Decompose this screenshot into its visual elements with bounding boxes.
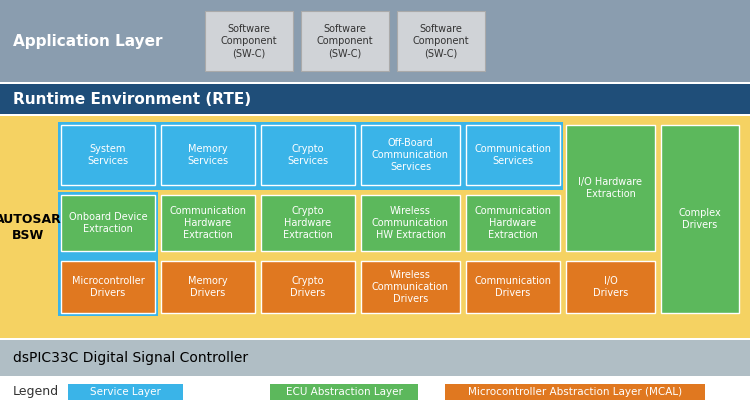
- FancyBboxPatch shape: [261, 195, 355, 251]
- Text: Off-Board
Communication
Services: Off-Board Communication Services: [372, 138, 449, 172]
- FancyBboxPatch shape: [61, 125, 155, 185]
- Text: Onboard Device
Extraction: Onboard Device Extraction: [69, 212, 147, 234]
- Text: Memory
Drivers: Memory Drivers: [188, 276, 228, 298]
- FancyBboxPatch shape: [445, 384, 705, 400]
- FancyBboxPatch shape: [68, 384, 183, 400]
- FancyBboxPatch shape: [566, 125, 655, 251]
- Text: Software
Component
(SW-C): Software Component (SW-C): [316, 24, 374, 58]
- Text: Microcontroller Abstraction Layer (MCAL): Microcontroller Abstraction Layer (MCAL): [468, 387, 682, 397]
- FancyBboxPatch shape: [58, 122, 563, 190]
- Text: Communication
Drivers: Communication Drivers: [475, 276, 551, 298]
- Text: I/O
Drivers: I/O Drivers: [592, 276, 628, 298]
- FancyBboxPatch shape: [361, 125, 460, 185]
- FancyBboxPatch shape: [0, 116, 750, 338]
- Text: Software
Component
(SW-C): Software Component (SW-C): [220, 24, 278, 58]
- Text: System
Services: System Services: [88, 144, 128, 166]
- Text: Communication
Hardware
Extraction: Communication Hardware Extraction: [475, 206, 551, 240]
- FancyBboxPatch shape: [0, 84, 750, 114]
- FancyBboxPatch shape: [466, 125, 560, 185]
- Text: Runtime Environment (RTE): Runtime Environment (RTE): [13, 91, 251, 106]
- FancyBboxPatch shape: [566, 261, 655, 313]
- Text: Wireless
Communication
HW Extraction: Wireless Communication HW Extraction: [372, 206, 449, 240]
- FancyBboxPatch shape: [301, 11, 389, 71]
- Text: Application Layer: Application Layer: [13, 33, 163, 48]
- Text: Service Layer: Service Layer: [90, 387, 161, 397]
- Text: Communication
Services: Communication Services: [475, 144, 551, 166]
- FancyBboxPatch shape: [661, 125, 739, 313]
- FancyBboxPatch shape: [0, 340, 750, 376]
- Text: ECU Abstraction Layer: ECU Abstraction Layer: [286, 387, 403, 397]
- Text: Software
Component
(SW-C): Software Component (SW-C): [413, 24, 470, 58]
- FancyBboxPatch shape: [397, 11, 485, 71]
- FancyBboxPatch shape: [61, 195, 155, 251]
- FancyBboxPatch shape: [161, 195, 255, 251]
- FancyBboxPatch shape: [261, 261, 355, 313]
- FancyBboxPatch shape: [58, 192, 158, 316]
- Text: Legend: Legend: [13, 385, 59, 399]
- FancyBboxPatch shape: [205, 11, 293, 71]
- Text: I/O Hardware
Extraction: I/O Hardware Extraction: [578, 177, 643, 199]
- FancyBboxPatch shape: [466, 195, 560, 251]
- Text: Crypto
Drivers: Crypto Drivers: [290, 276, 326, 298]
- Text: Complex
Drivers: Complex Drivers: [679, 208, 722, 230]
- FancyBboxPatch shape: [161, 125, 255, 185]
- FancyBboxPatch shape: [261, 125, 355, 185]
- Text: AUTOSAR
BSW: AUTOSAR BSW: [0, 213, 62, 241]
- FancyBboxPatch shape: [161, 261, 255, 313]
- Text: Memory
Services: Memory Services: [188, 144, 229, 166]
- FancyBboxPatch shape: [0, 0, 750, 82]
- FancyBboxPatch shape: [361, 195, 460, 251]
- FancyBboxPatch shape: [466, 261, 560, 313]
- Text: Communication
Hardware
Extraction: Communication Hardware Extraction: [170, 206, 247, 240]
- FancyBboxPatch shape: [61, 261, 155, 313]
- Text: Crypto
Hardware
Extraction: Crypto Hardware Extraction: [283, 206, 333, 240]
- Text: Crypto
Services: Crypto Services: [287, 144, 328, 166]
- FancyBboxPatch shape: [361, 261, 460, 313]
- FancyBboxPatch shape: [270, 384, 418, 400]
- Text: Microcontroller
Drivers: Microcontroller Drivers: [72, 276, 144, 298]
- Text: dsPIC33C Digital Signal Controller: dsPIC33C Digital Signal Controller: [13, 351, 248, 365]
- Text: Wireless
Communication
Drivers: Wireless Communication Drivers: [372, 270, 449, 304]
